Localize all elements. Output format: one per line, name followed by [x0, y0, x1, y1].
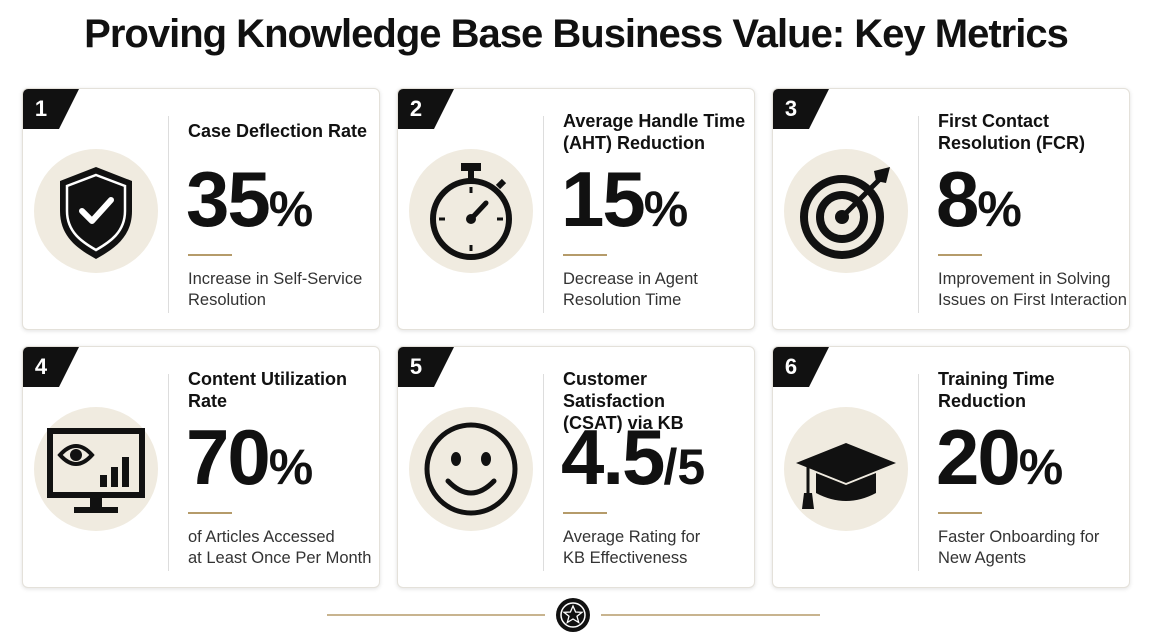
value-number: 20 — [936, 413, 1021, 501]
card-description: Faster Onboarding for New Agents — [938, 527, 1099, 569]
value-unit: % — [643, 181, 689, 237]
card-description: Increase in Self-Service Resolution — [188, 269, 362, 311]
card-number: 6 — [784, 354, 798, 379]
value-number: 8 — [936, 155, 979, 243]
card-number: 3 — [784, 96, 798, 121]
description-line: Decrease in Agent — [563, 270, 698, 288]
title-line: Reduction — [938, 391, 1026, 411]
metric-value: 8% — [936, 157, 1022, 241]
badge — [398, 347, 454, 387]
description-line: Resolution Time — [563, 291, 682, 309]
card-title: Case Deflection Rate — [188, 120, 373, 142]
page-title: Proving Knowledge Base Business Value: K… — [84, 12, 1069, 56]
value-unit: % — [268, 439, 314, 495]
metric-value: 70% — [186, 415, 313, 499]
description-line: at Least Once Per Month — [188, 549, 372, 567]
divider — [168, 116, 169, 313]
icon — [409, 407, 533, 531]
metric-value: 35% — [186, 157, 313, 241]
metric-card: 4 Content Utilization Rate 70% of Articles A… — [22, 346, 380, 588]
card-title: Content Utilization Rate — [188, 368, 373, 412]
metric-value: 20% — [936, 415, 1063, 499]
card-title: First Contact Resolution (FCR) — [938, 110, 1123, 154]
metric-card: 2 Average Handle Time (AHT) Reduction 15% De… — [397, 88, 755, 330]
accent-line — [563, 512, 607, 514]
metric-card: 6 Training Time Reduction 20% Faster Onboard… — [772, 346, 1130, 588]
divider — [168, 374, 169, 571]
card-title: Average Handle Time (AHT) Reduction — [563, 110, 748, 154]
card-description: Average Rating for KB Effectiveness — [563, 527, 700, 569]
badge — [23, 347, 79, 387]
icon — [34, 149, 158, 273]
accent-line — [563, 254, 607, 256]
accent-line — [938, 254, 982, 256]
metric-value: 15% — [561, 157, 688, 241]
metric-card: 3 First Contact Resolution (FCR) 8% Improvem… — [772, 88, 1130, 330]
card-title: Customer Satisfaction (CSAT) via KB — [563, 368, 748, 434]
description-line: Issues on First Interaction — [938, 291, 1127, 309]
description-line: KB Effectiveness — [563, 549, 688, 567]
divider — [543, 116, 544, 313]
title-line: Content Utilization — [188, 369, 347, 389]
description-line: Improvement in Solving — [938, 270, 1111, 288]
icon — [34, 407, 158, 531]
badge — [773, 89, 829, 129]
divider — [918, 116, 919, 313]
card-number: 4 — [34, 354, 48, 379]
icon — [784, 407, 908, 531]
description-line: Average Rating for — [563, 528, 701, 546]
card-number: 5 — [409, 354, 423, 379]
title-line: First Contact — [938, 111, 1050, 131]
badge — [398, 89, 454, 129]
icon — [784, 149, 908, 273]
title-line: Rate — [188, 391, 228, 411]
title-line: Customer Satisfaction — [563, 369, 666, 411]
description-line: Resolution — [188, 291, 266, 309]
card-title: Training Time Reduction — [938, 368, 1123, 412]
accent-line — [938, 512, 982, 514]
card-number: 2 — [409, 96, 423, 121]
value-unit: % — [977, 181, 1022, 237]
card-description: Improvement in Solving Issues on First In… — [938, 269, 1127, 311]
metric-card: 5 Customer Satisfaction (CSAT) via KB 4.5/5… — [397, 346, 755, 588]
title-line: Resolution (FCR) — [938, 133, 1085, 153]
value-unit: % — [1018, 439, 1064, 495]
description-line: Increase in Self-Service — [188, 270, 363, 288]
divider — [543, 374, 544, 571]
value-number: 15 — [561, 155, 646, 243]
badge — [773, 347, 829, 387]
title-line: (CSAT) via KB — [563, 413, 684, 433]
value-number: 4.5 — [561, 413, 665, 501]
description-line: New Agents — [938, 549, 1027, 567]
value-unit: % — [268, 181, 314, 237]
metric-card: 1 Case Deflection Rate 35% Increase in Self… — [22, 88, 380, 330]
description-line: Faster Onboarding for — [938, 528, 1100, 546]
description-line: of Articles Accessed — [188, 528, 335, 546]
title-line: Average Handle Time — [563, 111, 746, 131]
icon — [409, 149, 533, 273]
metric-value: 4.5/5 — [561, 415, 705, 499]
title-line: Case Deflection Rate — [188, 121, 368, 141]
card-description: of Articles Accessed at Least Once Per Mo… — [188, 527, 371, 569]
value-number: 70 — [186, 413, 271, 501]
accent-line — [188, 254, 232, 256]
value-unit: /5 — [663, 439, 706, 495]
accent-line — [188, 512, 232, 514]
title-line: (AHT) Reduction — [563, 133, 705, 153]
title-line: Training Time — [938, 369, 1055, 389]
value-number: 35 — [186, 155, 271, 243]
card-description: Decrease in Agent Resolution Time — [563, 269, 698, 311]
card-number: 1 — [34, 96, 48, 121]
badge — [23, 89, 79, 129]
divider — [918, 374, 919, 571]
